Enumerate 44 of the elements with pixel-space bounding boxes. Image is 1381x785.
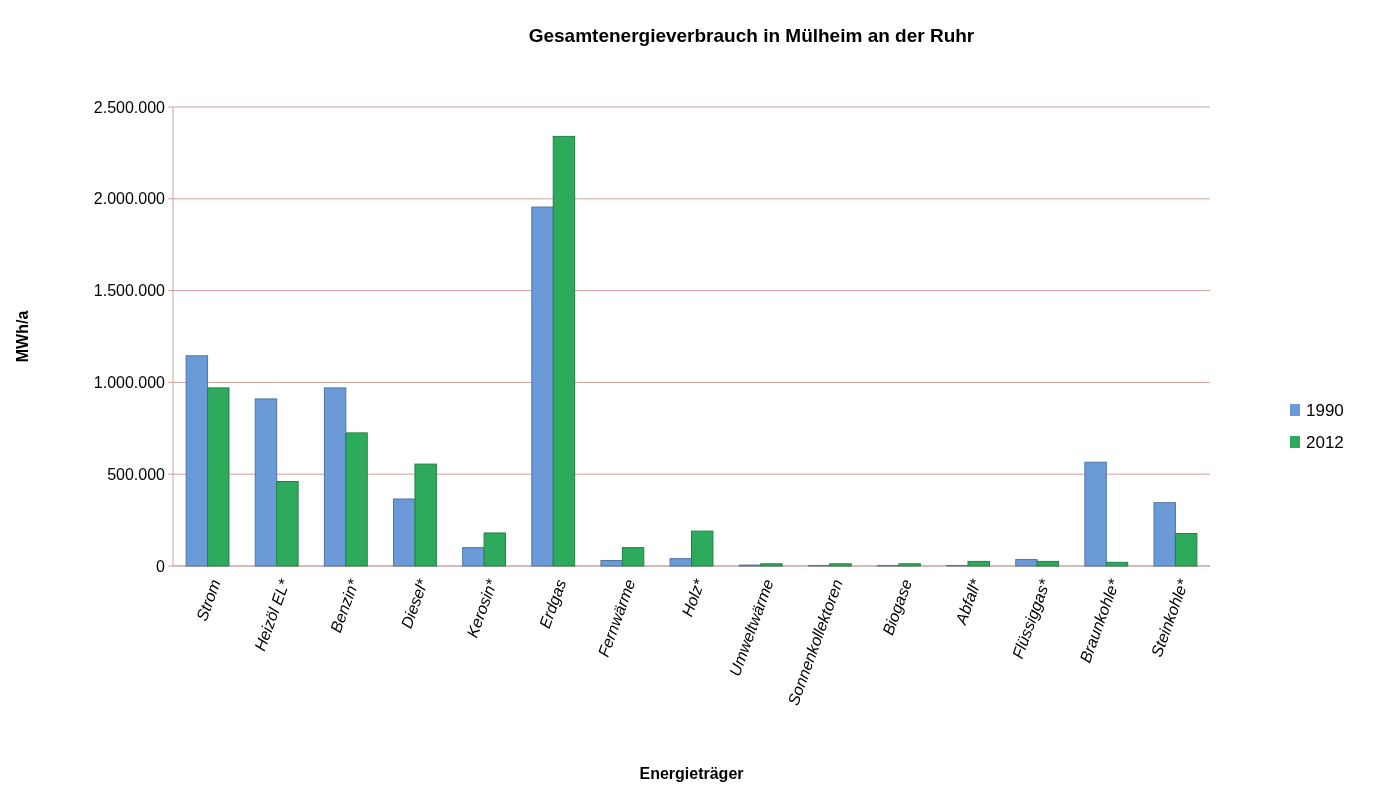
x-tick-label: Heizöl EL* [251,576,294,654]
bar [1015,559,1038,567]
bar [600,559,623,567]
bar [1174,533,1198,567]
bar [393,498,416,567]
bar [967,560,990,567]
x-tick-label: Strom [193,577,224,624]
bar [898,563,921,567]
bar [323,387,347,567]
bar [1105,561,1129,567]
x-tick-label: Erdgas [536,577,570,631]
bar [483,532,507,567]
y-tick-label: 2.000.000 [93,190,166,208]
chart-title: Gesamtenergieverbrauch in Mülheim an der Ruhr [528,25,975,46]
y-tick-label: 1.500.000 [93,282,166,300]
bar [1036,560,1060,567]
bar [760,563,783,567]
y-tick-label: 500.000 [107,465,166,483]
bar [829,563,852,567]
legend-label: 1990 [1306,400,1344,420]
y-axis-title: MWh/a [14,310,31,363]
bar [531,206,554,567]
x-tick-label: Holz* [678,576,708,619]
y-tick-label: 0 [156,557,166,575]
bar [207,387,230,567]
bar [345,432,368,567]
bar [276,481,299,567]
bar [462,547,485,567]
bar [552,135,576,567]
bar [691,530,714,567]
bar [1153,502,1176,567]
x-tick-label: Abfall* [951,576,985,628]
bar [254,398,278,567]
y-tick-label: 1.000.000 [93,374,166,391]
y-tick-label: 2.500.000 [93,98,166,116]
bar [669,558,692,567]
bar [1084,461,1107,567]
x-tick-label: Benzin* [327,576,363,635]
bar [621,547,645,567]
bar [185,355,209,567]
x-tick-label: Diesel* [397,576,432,631]
x-axis-title: Energieträger [639,765,744,782]
bar [414,463,437,567]
legend-label: 2012 [1306,432,1344,452]
